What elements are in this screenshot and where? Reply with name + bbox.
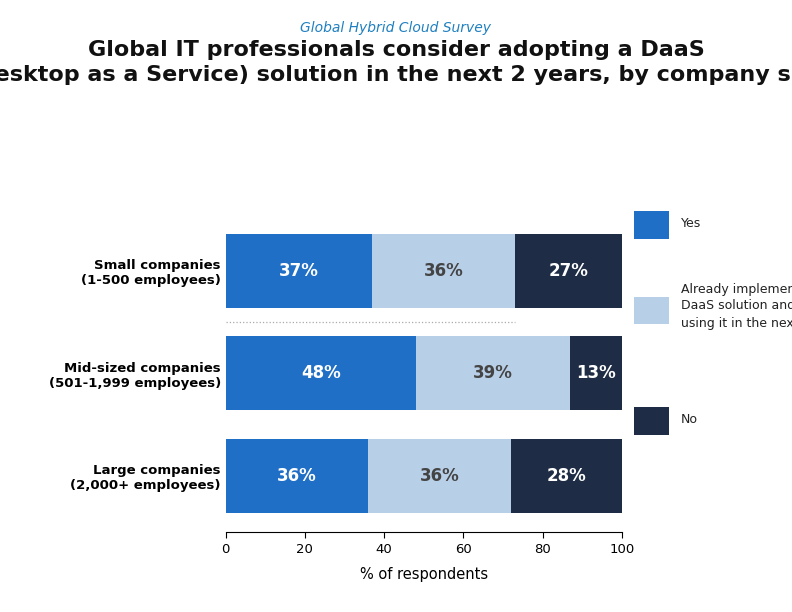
- X-axis label: % of respondents: % of respondents: [360, 567, 488, 582]
- Bar: [416, 337, 570, 410]
- Text: 13%: 13%: [576, 364, 616, 382]
- Bar: [226, 337, 416, 410]
- Text: 39%: 39%: [473, 364, 513, 382]
- Text: Global IT professionals consider adopting a DaaS
(Desktop as a Service) solution: Global IT professionals consider adoptin…: [0, 40, 792, 84]
- Bar: [226, 439, 368, 513]
- Bar: [368, 439, 511, 513]
- Text: 36%: 36%: [420, 467, 459, 485]
- Bar: [570, 337, 622, 410]
- Text: 36%: 36%: [424, 262, 463, 280]
- Text: Already implemented a
DaaS solution and plan on
using it in the next 2 years: Already implemented a DaaS solution and …: [681, 283, 792, 329]
- Text: 27%: 27%: [548, 262, 588, 280]
- Bar: [372, 234, 515, 308]
- Text: 36%: 36%: [277, 467, 317, 485]
- Bar: [226, 234, 372, 308]
- Text: 28%: 28%: [546, 467, 586, 485]
- Text: Yes: Yes: [681, 217, 702, 230]
- Text: Global Hybrid Cloud Survey: Global Hybrid Cloud Survey: [300, 21, 492, 35]
- Bar: [515, 234, 622, 308]
- Text: No: No: [681, 412, 698, 426]
- Text: 48%: 48%: [301, 364, 341, 382]
- Text: 37%: 37%: [279, 262, 319, 280]
- Bar: [511, 439, 622, 513]
